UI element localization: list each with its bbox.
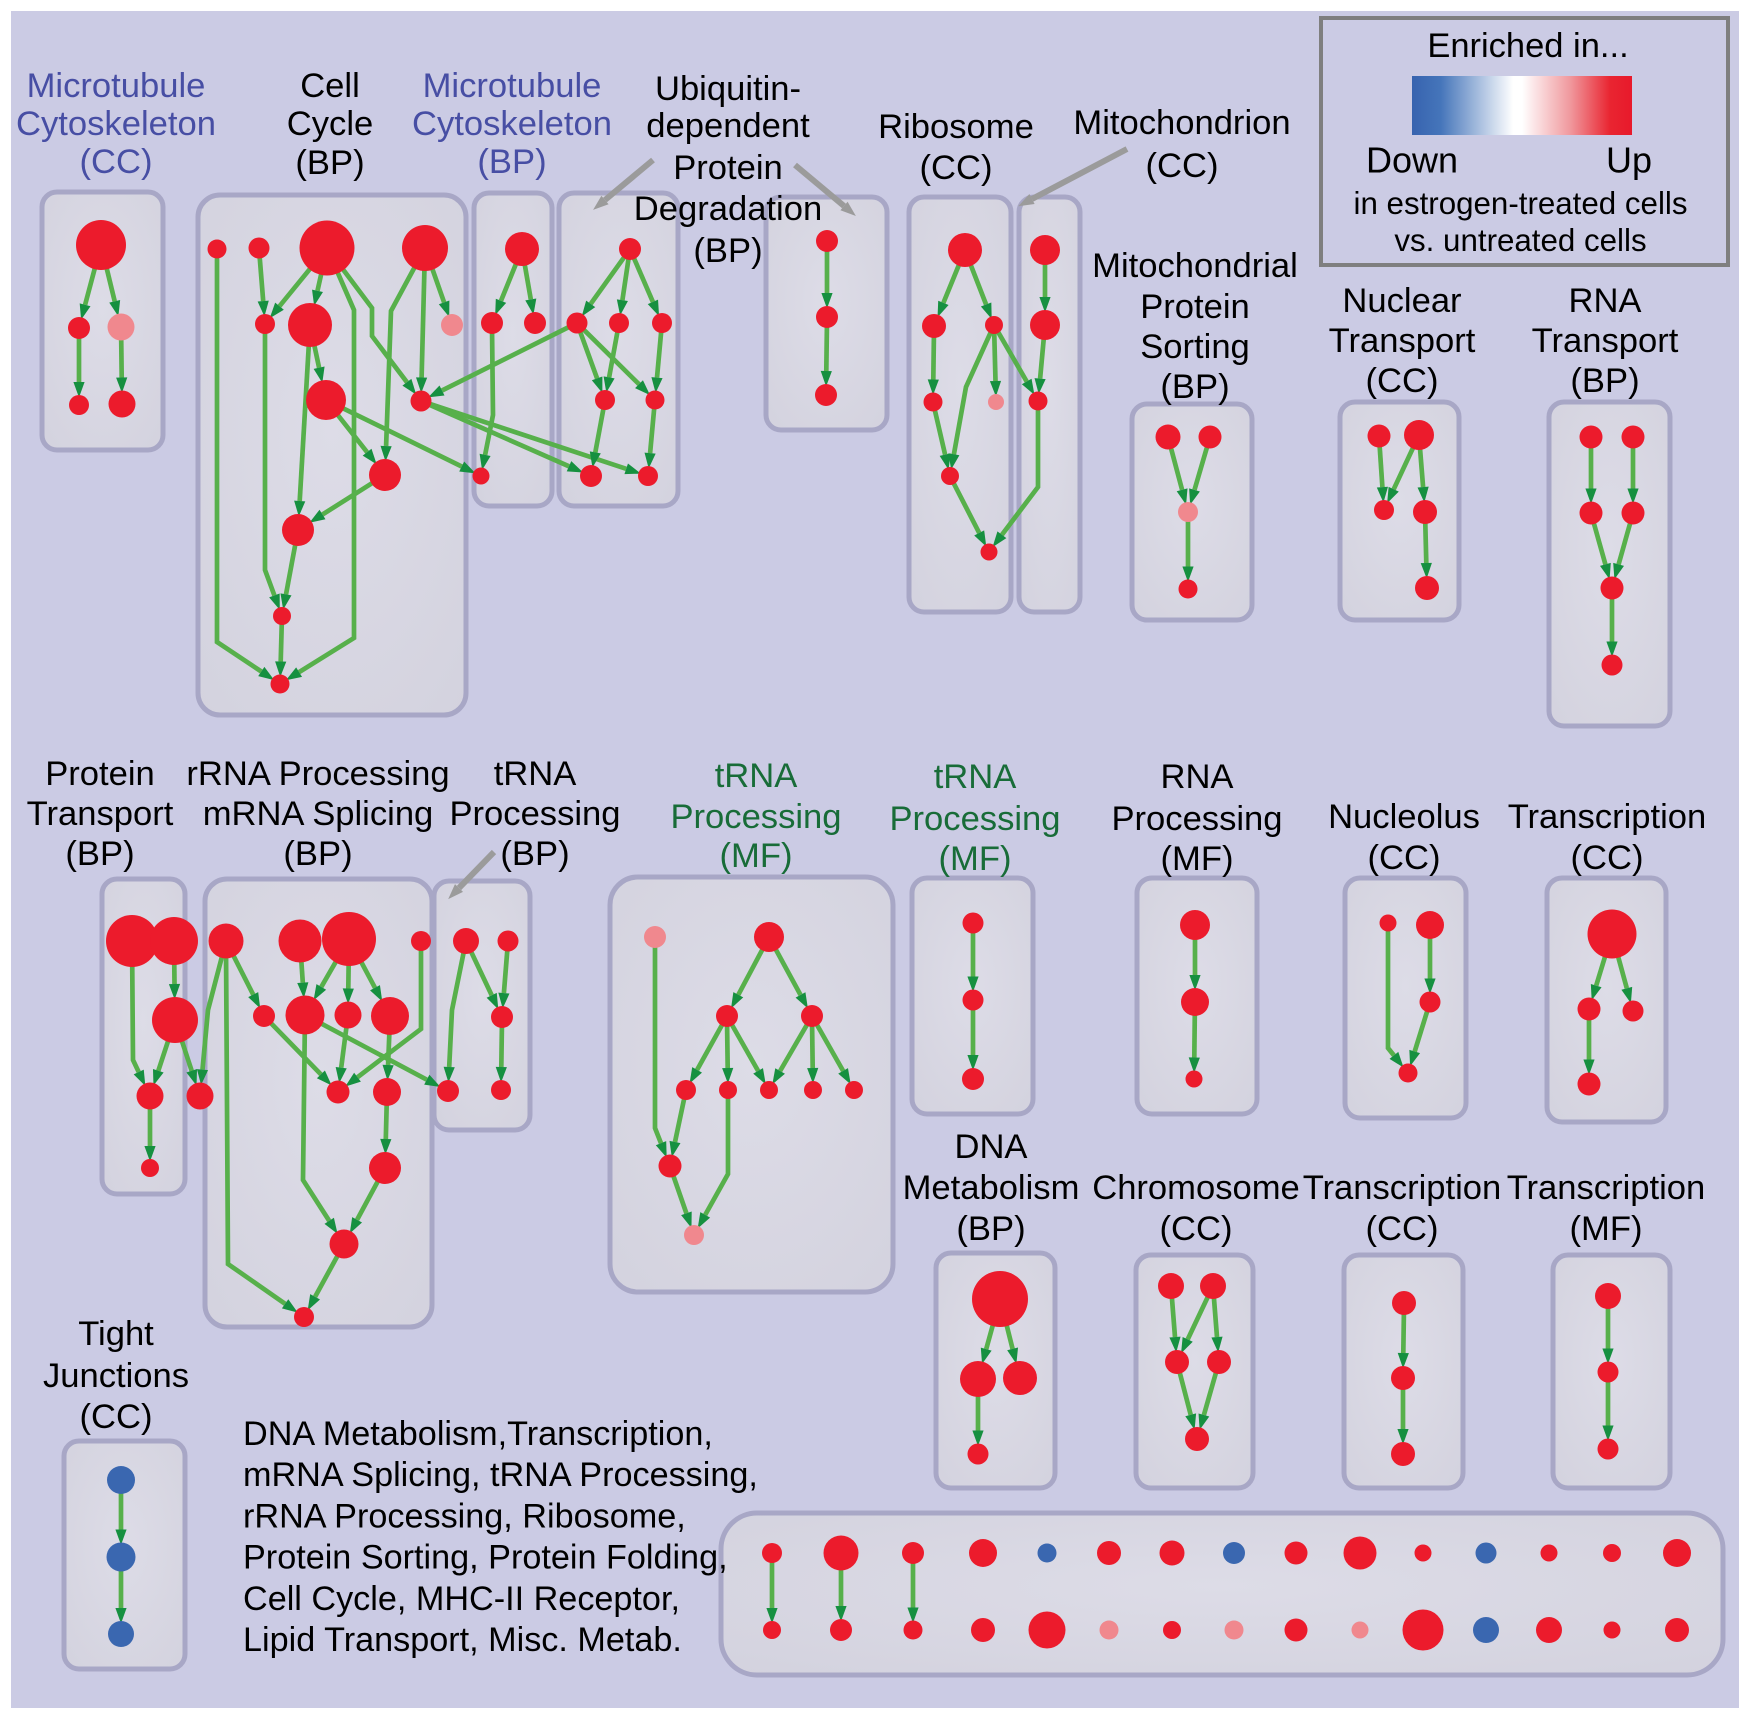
svg-text:Nuclear: Nuclear	[1342, 282, 1461, 320]
svg-text:(BP): (BP)	[283, 835, 352, 873]
svg-text:(MF): (MF)	[939, 840, 1012, 878]
svg-text:Transcription: Transcription	[1507, 1169, 1706, 1207]
svg-text:Processing: Processing	[889, 800, 1060, 838]
svg-text:rRNA Processing, Ribosome,: rRNA Processing, Ribosome,	[243, 1497, 686, 1535]
svg-text:(MF): (MF)	[1570, 1210, 1643, 1248]
svg-text:Transport: Transport	[1329, 322, 1476, 360]
svg-text:RNA: RNA	[1160, 758, 1233, 796]
svg-text:(BP): (BP)	[956, 1210, 1025, 1248]
svg-text:(CC): (CC)	[80, 1398, 153, 1436]
svg-text:Degradation: Degradation	[634, 190, 822, 228]
svg-text:Chromosome: Chromosome	[1092, 1169, 1300, 1207]
svg-text:Sorting: Sorting	[1140, 328, 1250, 366]
svg-text:DNA: DNA	[954, 1128, 1027, 1166]
svg-text:Protein Sorting, Protein Foldi: Protein Sorting, Protein Folding,	[243, 1539, 728, 1577]
svg-text:Mitochondrial: Mitochondrial	[1092, 247, 1298, 285]
svg-text:Mitochondrion: Mitochondrion	[1073, 104, 1290, 142]
svg-text:Ubiquitin-: Ubiquitin-	[655, 70, 801, 108]
svg-text:(MF): (MF)	[1161, 840, 1234, 878]
svg-text:Protein: Protein	[673, 149, 783, 187]
svg-text:(BP): (BP)	[693, 232, 762, 270]
svg-text:Cycle: Cycle	[287, 105, 373, 143]
svg-text:Microtubule: Microtubule	[27, 67, 206, 105]
svg-text:tRNA: tRNA	[715, 757, 798, 795]
svg-text:Metabolism: Metabolism	[903, 1169, 1080, 1207]
svg-text:(BP): (BP)	[65, 835, 134, 873]
svg-text:Transcription: Transcription	[1303, 1169, 1502, 1207]
svg-text:mRNA Splicing: mRNA Splicing	[203, 795, 434, 833]
svg-text:Lipid Transport, Misc. Metab.: Lipid Transport, Misc. Metab.	[243, 1621, 682, 1659]
svg-text:Up: Up	[1606, 140, 1652, 181]
svg-text:Protein: Protein	[1140, 288, 1250, 326]
svg-text:(BP): (BP)	[1570, 362, 1639, 400]
svg-text:Processing: Processing	[449, 795, 620, 833]
svg-text:(CC): (CC)	[1368, 839, 1441, 877]
svg-text:tRNA: tRNA	[934, 758, 1017, 796]
svg-text:Protein: Protein	[45, 755, 155, 793]
svg-text:(BP): (BP)	[1160, 368, 1229, 406]
svg-text:Cell Cycle, MHC-II Receptor,: Cell Cycle, MHC-II Receptor,	[243, 1580, 680, 1618]
svg-text:(CC): (CC)	[1366, 362, 1439, 400]
svg-text:RNA: RNA	[1568, 282, 1641, 320]
svg-text:Processing: Processing	[670, 798, 841, 836]
svg-text:Ribosome: Ribosome	[878, 108, 1034, 146]
svg-text:Transcription: Transcription	[1508, 798, 1707, 836]
svg-text:mRNA Splicing, tRNA Processing: mRNA Splicing, tRNA Processing,	[243, 1456, 758, 1494]
svg-text:Cytoskeleton: Cytoskeleton	[16, 105, 216, 143]
svg-text:tRNA: tRNA	[494, 755, 577, 793]
svg-text:DNA Metabolism,Transcription,: DNA Metabolism,Transcription,	[243, 1415, 713, 1453]
svg-text:Transport: Transport	[27, 795, 174, 833]
svg-text:Transport: Transport	[1532, 322, 1679, 360]
svg-text:rRNA Processing: rRNA Processing	[186, 755, 449, 793]
svg-text:Cytoskeleton: Cytoskeleton	[412, 105, 612, 143]
svg-text:(CC): (CC)	[80, 143, 153, 181]
svg-text:Cell: Cell	[300, 67, 360, 105]
svg-text:(BP): (BP)	[500, 835, 569, 873]
svg-text:(BP): (BP)	[477, 143, 546, 181]
svg-text:Down: Down	[1366, 140, 1458, 181]
svg-text:Enriched in...: Enriched in...	[1427, 27, 1628, 65]
svg-text:Junctions: Junctions	[43, 1357, 189, 1395]
svg-text:Nucleolus: Nucleolus	[1328, 798, 1480, 836]
svg-text:Tight: Tight	[78, 1315, 154, 1353]
svg-text:(CC): (CC)	[1146, 147, 1219, 185]
svg-text:in estrogen-treated cells: in estrogen-treated cells	[1353, 186, 1687, 221]
svg-text:Processing: Processing	[1111, 800, 1282, 838]
svg-text:(MF): (MF)	[720, 837, 793, 875]
svg-text:(CC): (CC)	[1160, 1210, 1233, 1248]
svg-text:(CC): (CC)	[920, 149, 993, 187]
svg-text:(CC): (CC)	[1366, 1210, 1439, 1248]
svg-text:Microtubule: Microtubule	[423, 67, 602, 105]
svg-text:vs. untreated cells: vs. untreated cells	[1394, 223, 1646, 258]
svg-text:(BP): (BP)	[295, 144, 364, 182]
svg-text:dependent: dependent	[646, 107, 810, 145]
svg-text:(CC): (CC)	[1571, 839, 1644, 877]
